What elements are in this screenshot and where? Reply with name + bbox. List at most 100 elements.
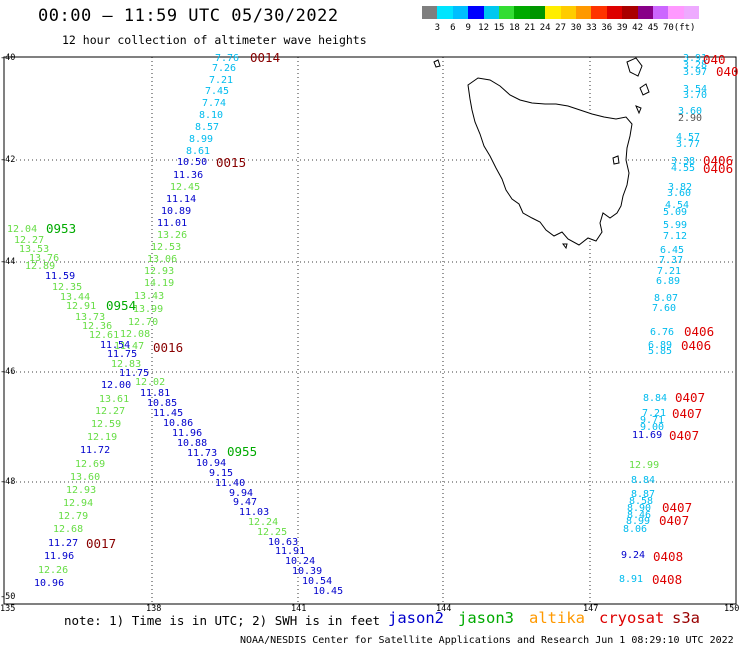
- wave-height-value: 7.60: [652, 303, 677, 314]
- wave-height-value: 4.55: [671, 163, 696, 174]
- wave-height-value: 8.07: [654, 293, 679, 304]
- legend-s3a: s3a: [672, 609, 700, 627]
- wave-height-value: 12.61: [89, 330, 120, 341]
- legend-label: 24: [539, 23, 551, 33]
- wave-height-value: 8.90: [627, 503, 652, 514]
- wave-height-value: 3.91: [683, 53, 708, 64]
- lon-label: 144: [436, 604, 452, 614]
- pass-time-tag: 0408: [653, 549, 684, 564]
- wave-height-value: 13.44: [60, 292, 91, 303]
- wave-height-value: 8.99: [189, 134, 214, 145]
- wave-height-value: 6.45: [660, 245, 685, 256]
- wave-height-value: 9.15: [209, 468, 234, 479]
- wave-height-value: 11.59: [45, 271, 76, 282]
- wave-height-value: 3.54: [683, 84, 708, 95]
- lon-label: 141: [291, 604, 307, 614]
- wave-height-value: 12.70: [128, 317, 159, 328]
- wave-height-value: 12.79: [58, 511, 89, 522]
- pass-time-tag: 0016: [153, 340, 184, 355]
- wave-height-value: 10.89: [161, 206, 192, 217]
- wave-height-value: 13.99: [133, 304, 164, 315]
- legend-label: 3: [434, 23, 441, 33]
- wave-height-value: 11.01: [157, 218, 188, 229]
- legend-swatch: [622, 6, 638, 19]
- wave-height-value: 14.19: [144, 278, 175, 289]
- wave-height-value: 10.85: [147, 398, 178, 409]
- map-title: 00:00 – 11:59 UTC 05/30/2022: [38, 6, 339, 26]
- wave-height-value: 12.02: [135, 377, 166, 388]
- wave-height-value: 11.40: [215, 478, 246, 489]
- wave-height-value: 12.26: [38, 565, 69, 576]
- pass-time-tag: 0407: [669, 428, 700, 443]
- wave-height-value: 12.08: [120, 329, 151, 340]
- wave-height-value: 8.84: [631, 475, 656, 486]
- wave-height-value: 3.82: [668, 182, 693, 193]
- wave-height-value: 8.61: [186, 146, 211, 157]
- pass-time-tag: 0017: [86, 536, 117, 551]
- wave-height-value: 12.35: [52, 282, 83, 293]
- wave-height-value: 4.57: [676, 132, 701, 143]
- wave-height-value: 5.99: [663, 220, 688, 231]
- legend-label: 6: [450, 23, 456, 33]
- pass-time-tag: 0406: [703, 153, 734, 168]
- wave-height-value: 7.74: [202, 98, 227, 109]
- wave-height-value: 10.63: [268, 537, 299, 548]
- lat-label: -42: [0, 155, 16, 165]
- wave-height-value: 8.84: [643, 393, 668, 404]
- pass-time-tag: 0407: [675, 390, 706, 405]
- wave-height-value: 12.36: [82, 321, 113, 332]
- legend-jason3: jason3: [458, 609, 514, 627]
- wave-height-value: 2.90: [678, 113, 703, 124]
- pass-time-tag: 0014: [250, 50, 281, 65]
- wave-height-value: 12.25: [257, 527, 288, 538]
- wave-height-value: 9.47: [233, 497, 258, 508]
- lon-label: 135: [0, 604, 16, 614]
- wave-height-value: 11.96: [172, 428, 203, 439]
- wave-height-value: 12.93: [66, 485, 97, 496]
- wave-height-value: 11.72: [80, 445, 111, 456]
- wave-height-value: 8.58: [629, 496, 654, 507]
- wave-height-value: 11.75: [107, 349, 138, 360]
- tasmania-coastline: [433, 57, 650, 250]
- legend-label: 33: [585, 23, 597, 33]
- pass-time-tag: 0406: [681, 338, 712, 353]
- pass-time-tag: 0408: [652, 572, 683, 587]
- legend-swatch: [452, 6, 469, 19]
- legend-label: 21: [524, 23, 536, 33]
- wave-height-value: 13.43: [134, 291, 165, 302]
- wave-height-value: 12.53: [151, 242, 182, 253]
- legend-label: 27: [555, 23, 567, 33]
- lat-label: -46: [0, 367, 16, 377]
- wave-height-value: 8.10: [199, 110, 224, 121]
- legend-label: 70: [662, 23, 674, 33]
- wave-height-value: 13.26: [157, 230, 188, 241]
- legend-label: 12: [478, 23, 490, 33]
- legend-label: 36: [601, 23, 613, 33]
- wave-height-value: 8.91: [619, 574, 644, 585]
- legend-swatch: [576, 6, 592, 19]
- wave-height-value: 12.45: [170, 182, 201, 193]
- pass-time-tag: 0955: [227, 444, 258, 459]
- legend-swatch: [529, 6, 546, 19]
- wave-height-value: 13.60: [70, 472, 101, 483]
- legend-swatch: [591, 6, 607, 19]
- wave-height-value: 13.73: [75, 312, 106, 323]
- legend-swatch: [514, 6, 530, 19]
- legend-swatch: [422, 6, 438, 19]
- footer-credit: NOAA/NESDIS Center for Satellite Applica…: [240, 635, 734, 646]
- wave-height-value: 6.89: [656, 276, 681, 287]
- pass-time-tag: 040: [703, 52, 726, 67]
- wave-height-value: 12.27: [95, 406, 126, 417]
- lat-label: -48: [0, 477, 16, 487]
- wave-height-value: 10.50: [177, 157, 208, 168]
- map-border: [3, 56, 737, 605]
- legend-swatch: [468, 6, 484, 19]
- pass-time-tag: 0407: [659, 513, 690, 528]
- wave-height-value: 3.97: [683, 67, 708, 78]
- wave-height-value: 3.60: [667, 188, 692, 199]
- wave-height-value: 8.46: [627, 510, 652, 521]
- wave-height-value: 12.94: [63, 498, 94, 509]
- map-note: note: 1) Time is in UTC; 2) SWH is in fe…: [64, 613, 381, 628]
- map-subtitle: 12 hour collection of altimeter wave hei…: [62, 33, 367, 47]
- wave-height-value: 12.68: [53, 524, 84, 535]
